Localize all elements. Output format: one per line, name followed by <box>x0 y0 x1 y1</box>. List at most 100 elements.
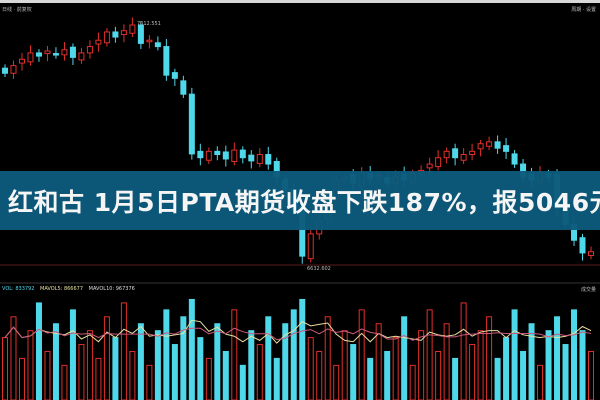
candle-body <box>494 141 501 149</box>
candle-body <box>460 154 467 161</box>
candle-body <box>435 157 442 168</box>
candle-body <box>469 150 476 156</box>
volume-bar <box>197 337 204 400</box>
candle-body <box>477 143 484 150</box>
volume-bar <box>486 316 493 400</box>
volume-bar <box>154 330 161 400</box>
candle-body <box>112 31 119 38</box>
volume-bar <box>571 309 578 400</box>
candle-body <box>452 148 459 159</box>
volume-legend: VOL: 833792 MAVOL5: 866677 MAVOL10: 9673… <box>2 286 139 292</box>
mavol5-line <box>4 319 592 344</box>
candle-body <box>129 24 136 34</box>
volume-bar <box>562 344 569 400</box>
volume-bar <box>35 302 42 400</box>
candle-body <box>511 153 518 165</box>
volume-bar <box>299 298 306 400</box>
volume-bar <box>537 364 544 400</box>
candle-body <box>35 52 42 57</box>
volume-bar <box>333 364 340 400</box>
candle-body <box>10 65 17 74</box>
candle-body <box>248 154 255 162</box>
candle-body <box>239 149 246 159</box>
volume-bar <box>307 337 314 400</box>
volume-bar <box>528 323 535 400</box>
volume-bar <box>214 323 221 400</box>
volume-bar <box>61 364 68 400</box>
candle-body <box>95 39 102 45</box>
volume-bar <box>367 357 374 400</box>
volume-bar <box>401 316 408 400</box>
candle-body <box>443 150 450 159</box>
volume-bar <box>384 350 391 400</box>
candle-body <box>588 251 594 256</box>
volume-bar <box>69 309 76 400</box>
volume-bar <box>520 350 527 400</box>
mavol5-value: MAVOL5: 866677 <box>40 286 84 292</box>
volume-bar <box>52 323 59 400</box>
period-label: 日线 · 前复权 <box>2 7 32 13</box>
candle-body <box>61 49 68 56</box>
candle-body <box>163 46 170 76</box>
volume-bar <box>443 323 450 400</box>
settings-label: 周期 · 设置 <box>571 7 596 13</box>
volume-bar <box>112 337 119 400</box>
volume-bar <box>171 344 178 400</box>
candle-body <box>154 42 161 48</box>
mavol10-line <box>4 326 592 341</box>
volume-bar <box>409 364 416 400</box>
candle-body <box>120 30 127 36</box>
mavol10-value: MAVOL10: 967376 <box>88 286 135 292</box>
candle-body <box>78 52 85 61</box>
high-price-label: 7012.551 <box>137 21 161 27</box>
volume-bar <box>137 323 144 400</box>
candle-body <box>137 24 144 44</box>
candle-body <box>27 52 34 63</box>
candle-body <box>188 93 195 155</box>
candle-body <box>69 46 76 58</box>
candle-body <box>2 67 8 74</box>
candle-body <box>197 150 204 159</box>
candle-body <box>86 46 93 54</box>
volume-bar <box>511 309 518 400</box>
candle-body <box>44 50 51 55</box>
candle-body <box>256 154 263 164</box>
volume-bar <box>460 302 467 400</box>
volume-bar <box>248 330 255 400</box>
volume-bar <box>282 323 289 400</box>
candle-body <box>205 150 212 161</box>
volume-bar <box>426 309 433 400</box>
volume-bar <box>358 309 365 400</box>
volume-bar <box>222 350 229 400</box>
candle-body <box>180 80 187 95</box>
volume-bar <box>188 298 195 400</box>
candle-body <box>265 154 272 165</box>
volume-bar <box>503 337 510 400</box>
low-price-label: 6632.602 <box>307 266 331 272</box>
candle-body <box>231 149 238 163</box>
volume-bar <box>163 309 170 400</box>
volume-bar <box>205 357 212 400</box>
candle-body <box>171 72 178 79</box>
candle-body <box>214 150 221 156</box>
volume-bar <box>146 364 153 400</box>
vol-value: VOL: 833792 <box>2 286 35 292</box>
candle-body <box>146 39 153 43</box>
volume-bar <box>44 350 51 400</box>
volume-bar <box>231 309 238 400</box>
volume-bar <box>375 323 382 400</box>
candle-body <box>426 163 433 169</box>
volume-bar <box>588 350 594 400</box>
volume-bar <box>554 316 561 400</box>
headline-title: 红和古 1月5日PTA期货收盘下跌187%，报5046元 <box>8 188 600 217</box>
volume-bar <box>469 344 476 400</box>
volume-bar <box>477 330 484 400</box>
candle-body <box>103 31 110 44</box>
headline-banner: 红和古 1月5日PTA期货收盘下跌187%，报5046元 <box>0 171 600 230</box>
volume-bar <box>290 309 297 400</box>
volume-bar <box>120 302 127 400</box>
volume-bar <box>256 344 263 400</box>
volume-bar <box>316 350 323 400</box>
volume-bar <box>265 316 272 400</box>
